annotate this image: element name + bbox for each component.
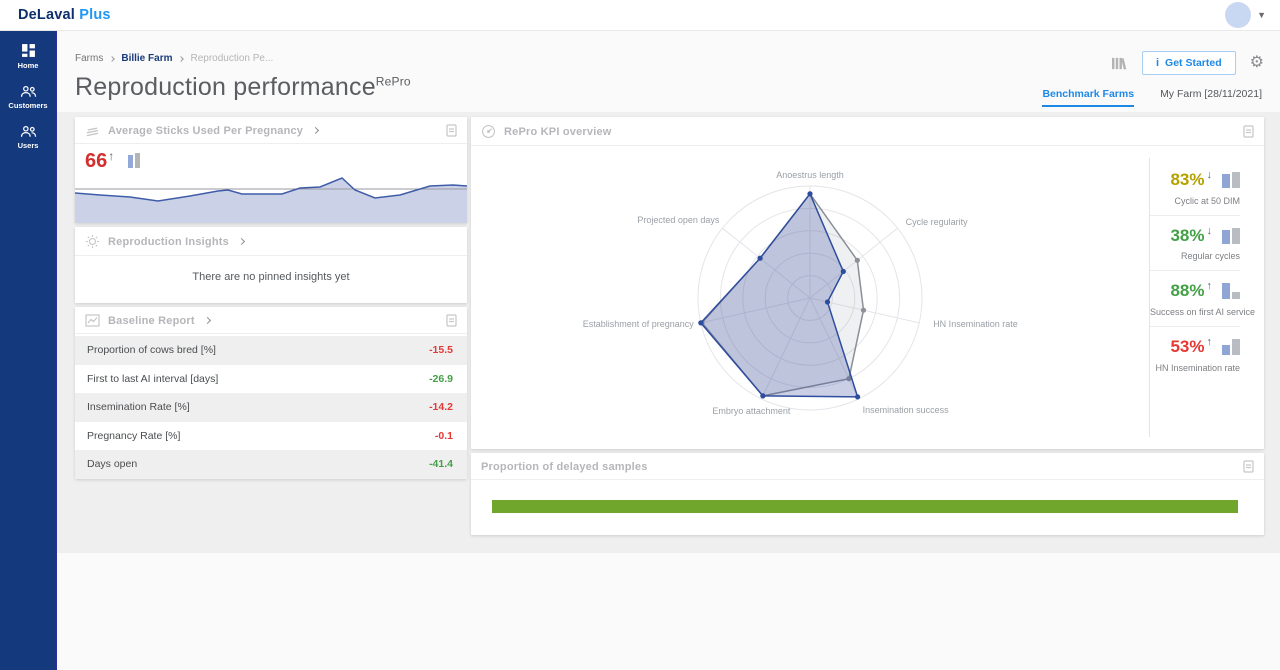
users-icon [20,125,37,138]
card-title: Reproduction Insights [108,235,229,248]
card-title: Baseline Report [108,314,195,327]
sidebar-item-label: Users [17,141,39,150]
logo-primary: DeLaval [18,7,76,23]
gear-icon[interactable]: ⚙ [1249,54,1264,71]
customers-icon [20,85,37,98]
chevron-right-icon[interactable] [312,126,320,135]
kpi-value-row: 66 ↑ [75,144,467,176]
breadcrumb-current-page: Reproduction Pe... [190,53,274,64]
card-repro-kpi-overview: RePro KPI overview Anoestrus length Cycle… [471,117,1264,449]
library-icon[interactable] [1111,56,1128,71]
kpi-item: 83% ↓ Cyclic at 50 DIM [1170,169,1240,206]
kpi-item: 88% ↑ Success on first AI service [1150,270,1255,326]
dashboard-grid: Average Sticks Used Per Pregnancy 66 ↑ [57,112,1280,553]
chevron-right-icon [109,55,116,62]
chevron-right-icon [178,55,185,62]
sidebar-item-label: Customers [8,101,48,110]
comparison-mini-bars [1222,282,1240,300]
logo-secondary: Plus [79,7,111,23]
line-chart-icon [85,314,100,327]
benchmark-bar [135,153,141,168]
radar-axis-label: Embryo attachment [712,406,791,416]
title-superscript: RePro [375,74,411,89]
trend-arrow-icon: ↓ [1206,169,1213,181]
page-header: Farms Billie Farm Reproduction Pe... Rep… [57,31,1280,112]
farm-bar [128,155,134,168]
pin-card-icon[interactable] [446,314,457,327]
radar-axis-label: Insemination success [863,405,950,415]
gauge-icon [481,124,496,139]
get-started-button[interactable]: i Get Started [1141,51,1236,75]
breadcrumb-farms[interactable]: Farms [75,53,104,64]
trend-up-icon: ↑ [108,149,115,163]
sidebar: Home Customers Users [0,31,57,670]
card-reproduction-insights: Reproduction Insights There are no pinne… [75,227,467,303]
radar-chart: Anoestrus length Cycle regularity HN Insem… [583,170,1018,416]
trend-arrow-icon: ↓ [1206,224,1213,237]
comparison-mini-bars [1222,338,1240,356]
sidebar-item-label: Home [17,61,39,70]
app-logo[interactable]: DeLaval Plus [18,7,111,23]
kpi-item: 38% ↓ Regular cycles [1150,214,1240,271]
radar-axis-label: Cycle regularity [906,217,969,227]
baseline-table: Proportion of cows bred [%] -15.5 First … [75,334,467,479]
table-row: Days open -41.4 [75,450,467,479]
delayed-samples-bar [492,500,1238,513]
comparison-mini-bars [1222,171,1240,188]
sidebar-item-home[interactable]: Home [0,40,56,73]
radar-chart-area: Anoestrus length Cycle regularity HN Insem… [471,146,1149,449]
sidebar-item-users[interactable]: Users [0,122,56,153]
trend-arrow-icon: ↑ [1206,336,1213,349]
sidebar-item-customers[interactable]: Customers [0,82,56,113]
sticks-icon [85,124,100,137]
radar-axis-label: Anoestrus length [776,170,844,180]
breadcrumb: Farms Billie Farm Reproduction Pe... [75,53,1264,64]
card-title: RePro KPI overview [504,125,612,138]
card-title: Average Sticks Used Per Pregnancy [108,124,304,137]
lightbulb-icon [85,234,100,249]
trend-arrow-icon: ↑ [1206,280,1213,293]
pin-card-icon[interactable] [1243,460,1254,473]
kpi-item: 53% ↑ HN Insemination rate [1150,326,1240,382]
avg-sticks-value: 66 [85,150,108,172]
table-row: First to last AI interval [days] -26.9 [87,372,453,385]
tab-benchmark-farms[interactable]: Benchmark Farms [1042,88,1135,107]
sticks-sparkline [75,176,467,223]
topbar: DeLaval Plus ▼ [0,0,1280,31]
pin-card-icon[interactable] [1243,125,1254,138]
comparison-mini-bars [1222,227,1240,244]
pin-card-icon[interactable] [446,124,457,137]
tab-my-farm[interactable]: My Farm [28/11/2021] [1160,88,1262,100]
view-tabs: Benchmark Farms My Farm [28/11/2021] [1042,88,1264,107]
avatar[interactable] [1225,2,1252,28]
table-row: Pregnancy Rate [%] -0.1 [87,429,453,442]
page-title: Reproduction performanceRePro [75,73,411,101]
radar-axis-label: Establishment of pregnancy [583,319,695,329]
card-average-sticks: Average Sticks Used Per Pregnancy 66 ↑ [75,117,467,223]
breadcrumb-farm-name[interactable]: Billie Farm [121,53,173,64]
chevron-down-icon[interactable]: ▼ [1257,10,1266,20]
kpi-list: 83% ↓ Cyclic at 50 DIM 38% ↓ [1149,158,1264,437]
info-icon: i [1155,57,1160,69]
table-row: Proportion of cows bred [%] -15.5 [75,336,467,365]
chevron-right-icon[interactable] [203,316,211,325]
radar-axis-label: Projected open days [637,215,720,225]
radar-axis-label: HN Insemination rate [933,319,1018,329]
card-title: Proportion of delayed samples [481,460,648,473]
card-baseline-report: Baseline Report Proportion of cows bred … [75,307,467,479]
table-row: Insemination Rate [%] -14.2 [75,393,467,422]
card-delayed-samples: Proportion of delayed samples [471,453,1264,535]
comparison-mini-bars [128,151,141,168]
empty-insights-message: There are no pinned insights yet [192,271,350,283]
home-icon [21,43,36,58]
chevron-right-icon[interactable] [237,237,245,246]
